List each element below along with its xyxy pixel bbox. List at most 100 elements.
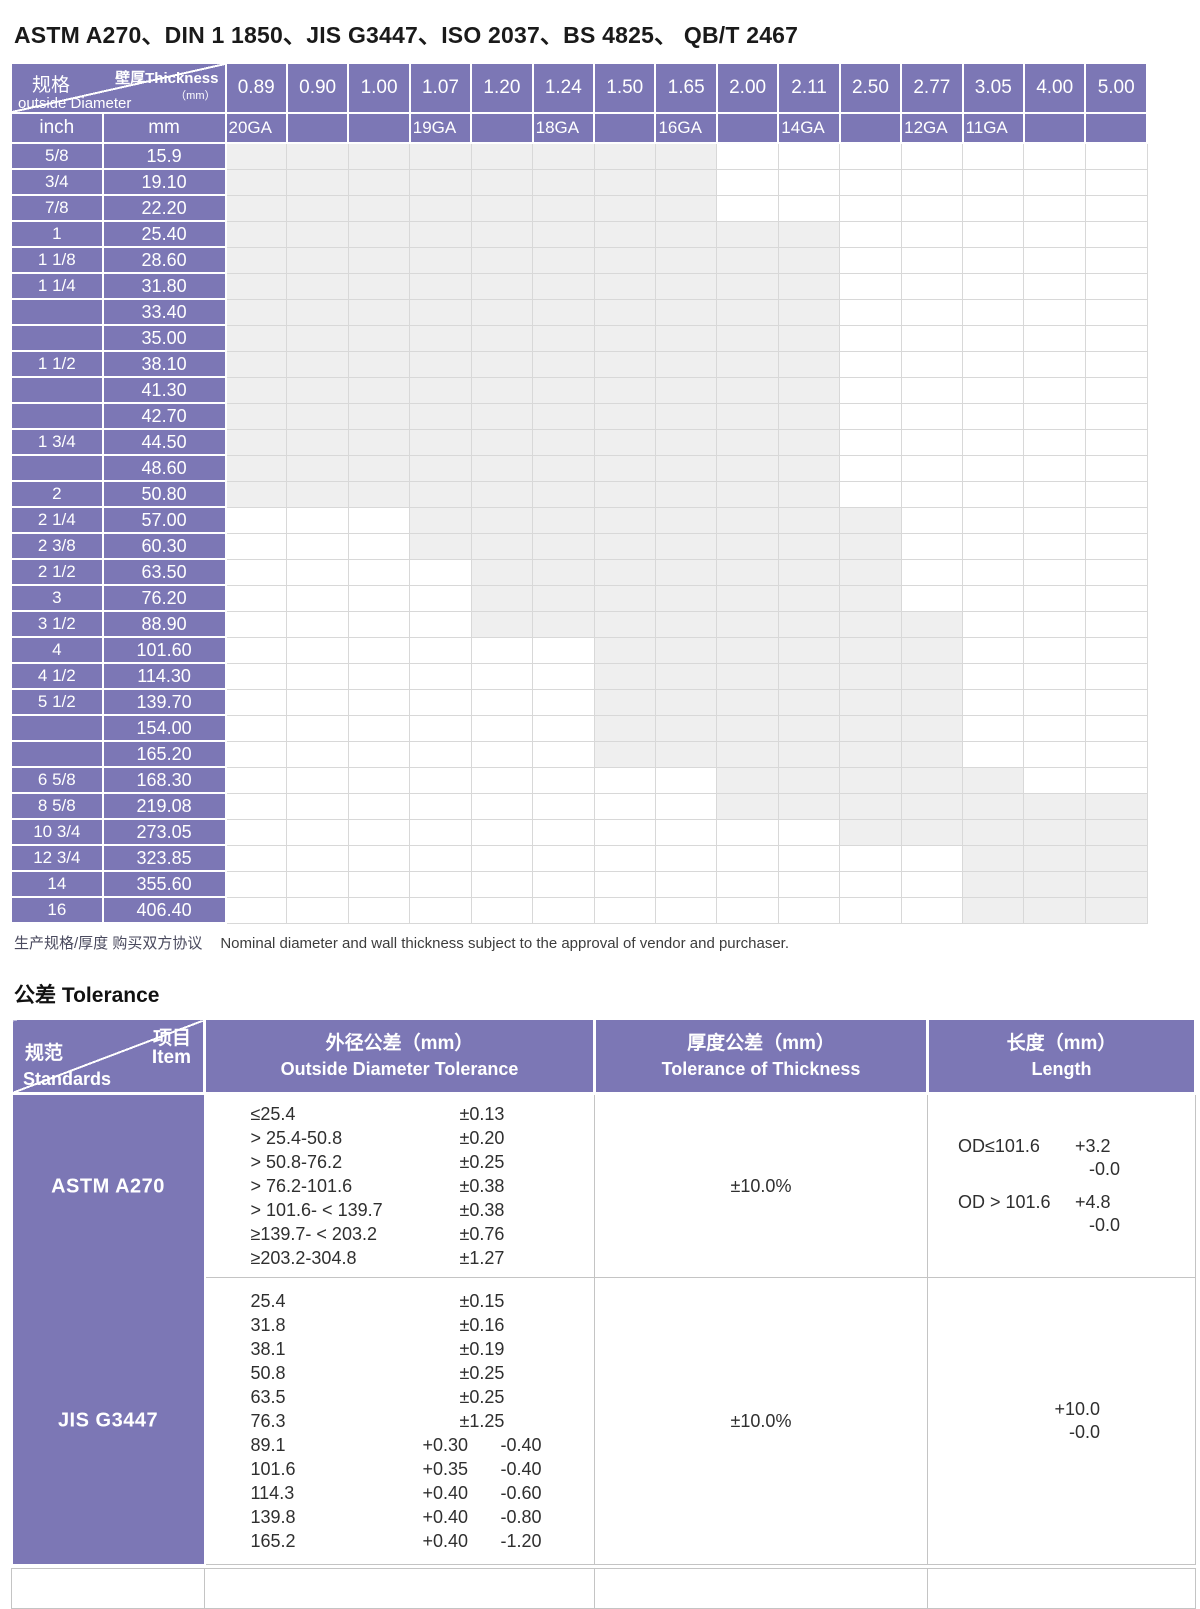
size-cell xyxy=(593,350,656,378)
table-row: 2 1/4 57.00 xyxy=(10,506,1148,534)
size-cell xyxy=(962,532,1025,560)
corner-unit-label: （mm） xyxy=(175,90,216,102)
gauge-label xyxy=(593,112,657,144)
size-cell xyxy=(716,584,779,612)
length-plus: +10.0 xyxy=(1054,1399,1100,1419)
size-cell xyxy=(962,610,1025,638)
size-cell xyxy=(286,376,349,404)
size-cell xyxy=(839,584,902,612)
size-cell xyxy=(409,220,472,248)
size-cell xyxy=(654,818,718,846)
size-cell xyxy=(900,350,964,378)
size-cell xyxy=(1084,714,1148,742)
od-mm-label: 355.60 xyxy=(101,870,227,898)
size-cell xyxy=(962,142,1025,170)
size-cell xyxy=(532,792,595,820)
size-cell xyxy=(1084,688,1148,716)
corner-od-zh-label: 规格 xyxy=(32,75,71,96)
astm-length-cell: OD≤101.6 +3.2 -0.0 OD > 101.6 +4.8 -0.0 xyxy=(927,1093,1196,1278)
od-inch-label: 3/4 xyxy=(10,168,104,196)
size-cell xyxy=(1084,298,1148,326)
od-inch-label xyxy=(10,402,104,430)
size-cell xyxy=(716,870,779,898)
od-inch-label: 4 1/2 xyxy=(10,662,104,690)
size-cell xyxy=(1023,636,1086,664)
size-cell xyxy=(224,220,288,248)
size-cell xyxy=(1023,324,1086,352)
size-cell xyxy=(470,298,534,326)
table-row: 6 5/8 168.30 xyxy=(10,766,1148,794)
od-mm-label: 219.08 xyxy=(101,792,227,820)
size-cell xyxy=(900,454,964,482)
size-cell xyxy=(654,480,718,508)
size-cell xyxy=(654,220,718,248)
size-cell xyxy=(470,818,534,846)
od-mm-label: 44.50 xyxy=(101,428,227,456)
size-cell xyxy=(532,428,595,456)
length-line: -0.0 xyxy=(928,1158,1195,1181)
size-cell xyxy=(716,792,779,820)
od-minus-value: -0.40 xyxy=(500,1435,542,1455)
size-cell xyxy=(470,142,534,170)
size-cell xyxy=(962,298,1025,326)
size-cell xyxy=(593,896,656,924)
size-cell xyxy=(593,324,656,352)
size-cell xyxy=(409,662,472,690)
od-mm-label: 31.80 xyxy=(101,272,227,300)
size-cell xyxy=(532,142,595,170)
size-cell xyxy=(347,662,411,690)
size-cell xyxy=(409,532,472,560)
size-cell xyxy=(347,636,411,664)
size-cell xyxy=(532,844,595,872)
table-row: 48.60 xyxy=(10,454,1148,482)
size-cell xyxy=(532,610,595,638)
od-mm-label: 114.30 xyxy=(101,662,227,690)
od-mm-label: 323.85 xyxy=(101,844,227,872)
od-range: 38.1 xyxy=(250,1339,286,1359)
size-cell xyxy=(470,246,534,274)
table-row: 3 1/2 88.90 xyxy=(10,610,1148,638)
od-inch-label: 4 xyxy=(10,636,104,664)
size-cell xyxy=(532,506,595,534)
matrix-corner-cell: 壁厚Thickness （mm） 规格 outside Diameter xyxy=(10,62,227,114)
gauge-header-row: inch mm 20GA 19GA 18GA 16GA 14GA 12GA 11GA xyxy=(10,112,1148,144)
size-cell xyxy=(1023,506,1086,534)
corner-item-zh: 项目 xyxy=(152,1028,191,1049)
size-cell xyxy=(777,844,841,872)
table-row: 35.00 xyxy=(10,324,1148,352)
jis-od-cell: 25.4 ±0.15 31.8 ±0.16 38.1 ±0.19 50.8 ±0.25 63.5… xyxy=(204,1277,595,1565)
size-cell xyxy=(224,376,288,404)
size-cell xyxy=(839,220,902,248)
size-cell xyxy=(1084,532,1148,560)
size-cell xyxy=(716,636,779,664)
table-row: 2 3/8 60.30 xyxy=(10,532,1148,560)
size-cell xyxy=(716,506,779,534)
table-row: 14 355.60 xyxy=(10,870,1148,898)
size-cell xyxy=(962,870,1025,898)
table-row: 2 50.80 xyxy=(10,480,1148,508)
size-cell xyxy=(777,142,841,170)
size-cell xyxy=(962,428,1025,456)
size-cell xyxy=(900,428,964,456)
size-cell xyxy=(593,168,656,196)
size-cell xyxy=(470,454,534,482)
corner-item-en: Item xyxy=(151,1047,191,1068)
od-mm-label: 33.40 xyxy=(101,298,227,326)
od-tolerance-header-en: Outside Diameter Tolerance xyxy=(280,1059,519,1079)
size-cell xyxy=(716,818,779,846)
length-header: 长度（mm） Length xyxy=(926,1017,1197,1095)
size-cell xyxy=(347,584,411,612)
od-tolerance-line: > 50.8-76.2 ±0.25 xyxy=(206,1150,595,1174)
size-cell xyxy=(777,376,841,404)
od-tolerance-line: ≤25.4 ±0.13 xyxy=(206,1102,595,1126)
size-cell xyxy=(1084,142,1148,170)
size-cell xyxy=(654,740,718,768)
table-row: 12 3/4 323.85 xyxy=(10,844,1148,872)
size-cell xyxy=(409,454,472,482)
size-cell xyxy=(286,246,349,274)
size-cell xyxy=(716,480,779,508)
size-cell xyxy=(532,246,595,274)
size-cell xyxy=(1023,168,1086,196)
size-cell xyxy=(777,220,841,248)
size-cell xyxy=(532,324,595,352)
